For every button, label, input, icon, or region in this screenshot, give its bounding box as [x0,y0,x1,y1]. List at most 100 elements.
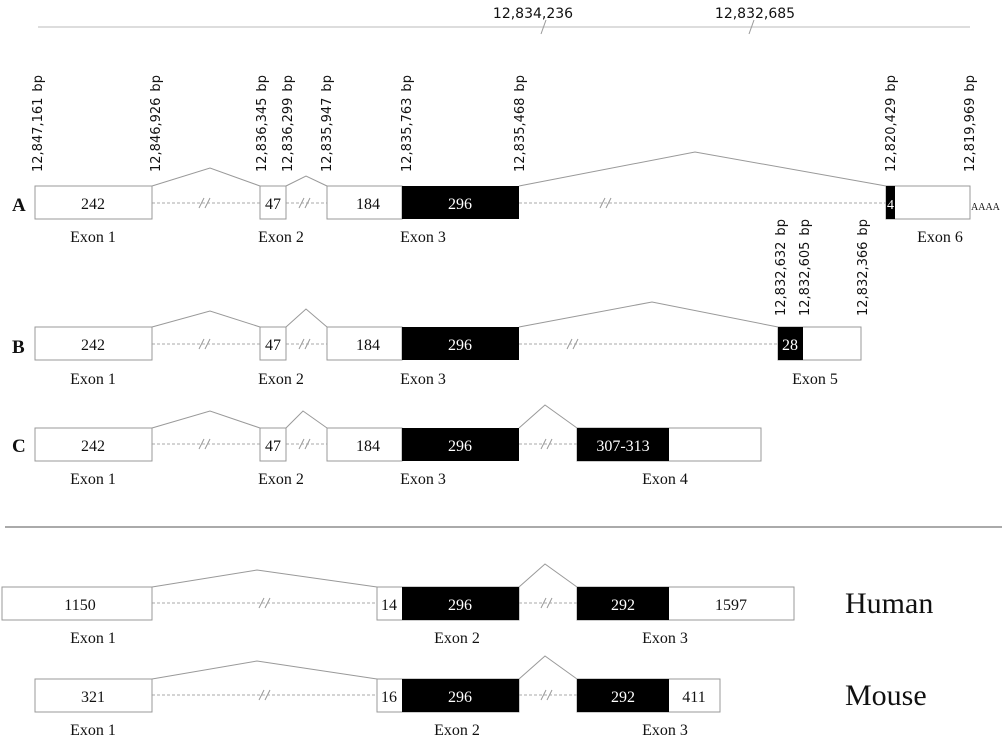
intron-break [198,438,553,450]
intron-break [258,689,553,701]
exon-size: 296 [448,337,472,354]
exon-size: 292 [611,597,635,614]
splice-junction [151,569,378,588]
splice-junction [151,310,261,328]
coord-label: 12,846,926bp [149,75,164,172]
coord-label: 12,832,605bp [798,219,813,316]
coding-exon-box [778,327,803,360]
intron-break [258,597,553,609]
exon-label: Exon 1 [70,371,116,388]
coding-exon-box [886,186,895,219]
coding-exon-box [577,679,669,712]
exon-size: 296 [448,196,472,213]
splice-junction [285,175,328,187]
exon-box [259,427,287,462]
genomic-scale: 12,834,236 12,832,685 [38,6,970,35]
coding-exon-box [402,679,519,712]
coding-exon-box [402,428,519,461]
exon-size: 307-313 [596,438,649,455]
splice-junction [285,410,328,429]
exon-label: Exon 2 [258,229,304,246]
coord-label: 12,836,299bp [281,75,296,172]
exon-label: Exon 1 [70,471,116,488]
species-name: Human [845,587,933,620]
coord-label: 12,819,969bp [963,75,978,172]
exon-size: 47 [265,438,281,455]
exon-label: Exon 6 [917,229,963,246]
coord-label: 12,835,763bp [400,75,415,172]
exon-size: 184 [356,337,380,354]
exon-box [34,427,153,462]
exon-box [326,185,403,220]
exon-size: 242 [81,337,105,354]
exon-label: Exon 1 [70,630,116,647]
exon-size: 321 [81,689,105,706]
exon-label: Exon 4 [642,471,688,488]
exon-size: 242 [81,438,105,455]
exon-size: 242 [81,196,105,213]
mouse-transcript: 321 16 296 292 411 Exon 1 Exon 2 Exon 3 … [34,655,927,739]
exon-box [326,427,403,462]
coding-exon-box [577,428,669,461]
splice-junction [518,563,578,588]
exon-size: 296 [448,689,472,706]
coord-label: 12,835,468bp [513,75,528,172]
exon-size: 1597 [715,597,747,614]
exon-box [1,586,153,621]
exon-label: Exon 2 [258,371,304,388]
exon-size: 47 [265,196,281,213]
exon-label: Exon 3 [400,371,446,388]
exon-size: 184 [356,196,380,213]
exon-box [885,185,971,220]
exon-label: Exon 5 [792,371,838,388]
exon-label: Exon 1 [70,722,116,739]
exon-size: 296 [448,438,472,455]
exon-size: 411 [682,689,705,706]
exon-size: 1150 [64,597,95,614]
exon-label: Exon 3 [642,630,688,647]
coord-label: 12,835,947bp [320,75,335,172]
splice-junction [518,301,779,328]
coding-exon-box [402,327,519,360]
scale-break-right [748,19,755,35]
isoform-label: C [12,436,26,457]
isoform-a: A 242 47 184 296 4 AAAA Exon 1 Exon 2 Ex… [12,151,1001,246]
exon-box [34,326,153,361]
scale-coord-left: 12,834,236 [493,6,573,22]
coding-exon-box [402,186,519,219]
coding-exon-box [402,587,519,620]
coord-label: 12,832,366bp [856,219,871,316]
row-b-coordinates: 12,832,632bp 12,832,605bp 12,832,366bp [774,219,871,316]
exon-label: Exon 2 [434,722,480,739]
exon-label: Exon 2 [434,630,480,647]
exon-label: Exon 2 [258,471,304,488]
splice-junction [151,660,378,680]
exon-size: 28 [782,337,798,354]
species-name: Mouse [845,679,927,712]
scale-break-left [540,19,547,35]
isoform-label: A [12,195,26,216]
coord-label: 12,832,632bp [774,219,789,316]
isoform-c: C 242 47 184 296 307-313 Exon 1 Exon 2 E… [12,404,762,488]
exon-box [34,185,153,220]
exon-size: 47 [265,337,281,354]
exon-label: Exon 3 [400,471,446,488]
exon-size: 16 [381,689,397,706]
exon-size: 292 [611,689,635,706]
coord-label: 12,820,429bp [884,75,899,172]
splice-junction [518,655,578,680]
splice-junction [151,167,261,187]
splice-junction [518,151,887,187]
exon-size: 296 [448,597,472,614]
exon-label: Exon 3 [642,722,688,739]
human-transcript: 1150 14 296 292 1597 Exon 1 Exon 2 Exon … [1,563,933,647]
exon-label: Exon 1 [70,229,116,246]
scale-coord-right: 12,832,685 [715,6,795,22]
intron-break [198,197,612,209]
splice-junction [518,404,578,429]
exon-size: 14 [381,597,397,614]
exon-label: Exon 3 [400,229,446,246]
splice-junction [285,308,328,328]
splice-junction [151,410,261,429]
